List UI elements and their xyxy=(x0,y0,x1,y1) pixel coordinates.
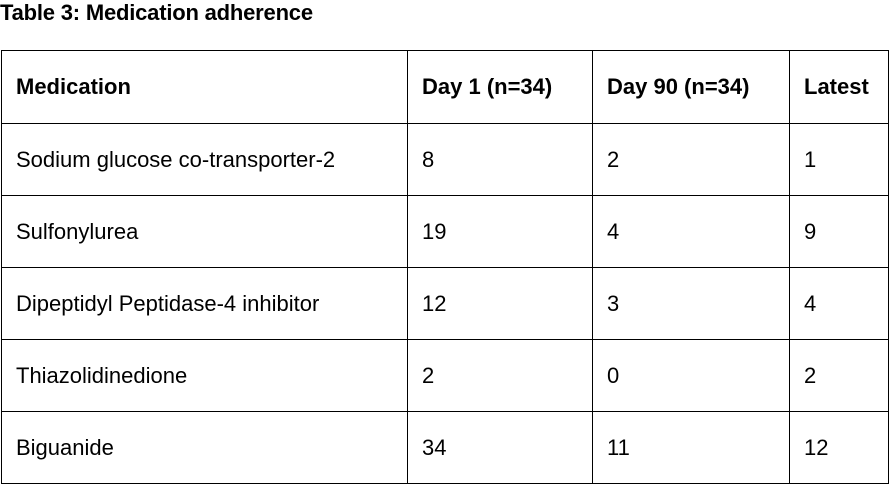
column-header-day-1: Day 1 (n=34) xyxy=(407,50,593,124)
cell-medication: Sulfonylurea xyxy=(1,195,408,268)
cell-latest: 1 xyxy=(789,123,889,196)
table-title: Table 3: Medication adherence xyxy=(0,0,313,25)
table-row: Biguanide 34 11 12 xyxy=(1,411,889,484)
column-header-medication: Medication xyxy=(1,50,408,124)
cell-day-90: 0 xyxy=(592,339,790,412)
column-header-day-90: Day 90 (n=34) xyxy=(592,50,790,124)
cell-day-1: 12 xyxy=(407,267,593,340)
table-row: Sulfonylurea 19 4 9 xyxy=(1,195,889,268)
cell-latest: 2 xyxy=(789,339,889,412)
cell-day-1: 8 xyxy=(407,123,593,196)
table-row: Thiazolidinedione 2 0 2 xyxy=(1,339,889,412)
medication-adherence-table: Medication Day 1 (n=34) Day 90 (n=34) La… xyxy=(1,50,889,484)
table-header-row: Medication Day 1 (n=34) Day 90 (n=34) La… xyxy=(1,50,889,124)
cell-medication: Biguanide xyxy=(1,411,408,484)
cell-latest: 9 xyxy=(789,195,889,268)
column-header-latest: Latest xyxy=(789,50,889,124)
cell-day-1: 34 xyxy=(407,411,593,484)
cell-day-90: 3 xyxy=(592,267,790,340)
cell-day-1: 2 xyxy=(407,339,593,412)
cell-medication: Thiazolidinedione xyxy=(1,339,408,412)
cell-day-90: 4 xyxy=(592,195,790,268)
cell-medication: Sodium glucose co-transporter-2 xyxy=(1,123,408,196)
cell-day-1: 19 xyxy=(407,195,593,268)
cell-day-90: 11 xyxy=(592,411,790,484)
table-row: Dipeptidyl Peptidase-4 inhibitor 12 3 4 xyxy=(1,267,889,340)
cell-medication: Dipeptidyl Peptidase-4 inhibitor xyxy=(1,267,408,340)
cell-latest: 4 xyxy=(789,267,889,340)
cell-day-90: 2 xyxy=(592,123,790,196)
cell-latest: 12 xyxy=(789,411,889,484)
table-row: Sodium glucose co-transporter-2 8 2 1 xyxy=(1,123,889,196)
